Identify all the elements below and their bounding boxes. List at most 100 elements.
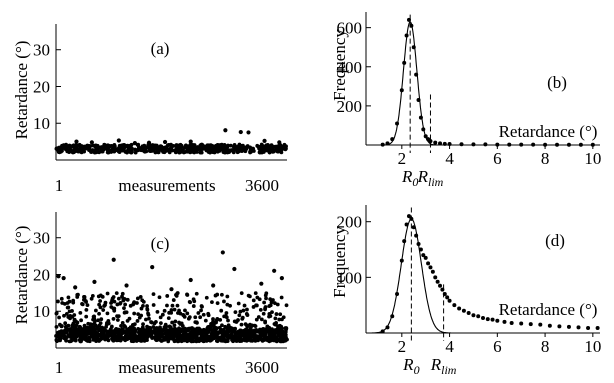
panel-a-point [142, 143, 147, 148]
panel-c-point [241, 308, 246, 313]
panel-a-point [128, 143, 132, 148]
panel-c-point [141, 322, 145, 327]
panel-c-point [181, 313, 186, 318]
panel-c-point [157, 327, 162, 332]
panel-a-point [199, 150, 204, 155]
panel-c-point [185, 292, 189, 297]
panel-c-x-tick-first: 1 [55, 358, 64, 377]
panel-d-histogram-point [418, 247, 423, 252]
panel-c-point [245, 313, 250, 317]
panel-c-point [145, 304, 149, 308]
panel-d-x-tick-label: 8 [541, 337, 550, 356]
panel-c-point [73, 337, 78, 342]
panel-c-point [263, 332, 268, 336]
panel-a-point [144, 149, 149, 154]
panel-b-y-axis-label: Frequency [330, 29, 349, 101]
panel-a-point [171, 143, 176, 148]
panel-b-histogram-point [428, 139, 433, 144]
panel-c-point [251, 298, 256, 303]
panel-c-point [82, 323, 87, 328]
panel-a-point [272, 145, 277, 149]
panel-a-point [115, 147, 120, 152]
panel-c-point [160, 312, 165, 317]
panel-a-point [139, 148, 144, 153]
panel-c-point [96, 325, 100, 330]
panel-c-point [252, 337, 257, 342]
panel-c-point [187, 338, 192, 343]
panel-c-point [202, 335, 207, 339]
panel-c-point [239, 322, 244, 327]
panel-a-point [266, 144, 270, 149]
panel-b-histogram-point [433, 140, 438, 145]
panel-c-point [181, 327, 185, 332]
panel-c-point [195, 336, 200, 341]
panel-c-point [237, 313, 242, 318]
panel-c-point [218, 317, 223, 322]
panel-c-point [100, 334, 104, 339]
panel-c-point [148, 333, 153, 338]
panel-a-outlier-point [246, 130, 251, 135]
panel-d-marker-label-sub: 0 [414, 363, 420, 377]
panel-c-point [93, 319, 97, 324]
panel-a-point [87, 146, 91, 150]
panel-c-point [277, 317, 282, 322]
panel-c-point [224, 311, 229, 315]
panel-c-point [254, 317, 259, 322]
panel-c-point [158, 315, 163, 320]
panel-c-point [278, 327, 283, 331]
panel-c-point [56, 299, 60, 304]
panel-c-point [191, 304, 196, 308]
panel-d-histogram-point [395, 292, 400, 297]
panel-c-point [93, 334, 98, 339]
panel-a-point [91, 143, 96, 148]
panel-c-point [172, 327, 176, 332]
panel-d-histogram-point [406, 214, 411, 219]
panel-a-point [283, 147, 288, 152]
panel-c-point [111, 317, 116, 321]
panel-d-histogram-point [428, 265, 433, 270]
panel-c-point [191, 297, 196, 302]
panel-d-histogram-point [390, 314, 395, 319]
panel-c-outlier-point [279, 276, 284, 281]
panel-d-histogram-point [433, 275, 438, 280]
panel-d-label: (d) [545, 231, 565, 250]
panel-a-point [83, 145, 88, 150]
panel-a-point [147, 147, 152, 152]
panel-c-point [280, 330, 284, 335]
panel-c-point [107, 330, 112, 335]
panel-c-point [170, 320, 175, 325]
panel-d-marker-label: R0 [402, 355, 419, 377]
panel-b-marker-label: Rlim [417, 167, 444, 189]
panel-c-point [271, 330, 276, 335]
panel-b-histogram-point [411, 45, 416, 50]
panel-c-point [229, 326, 234, 331]
panel-c-outlier-point [61, 276, 66, 281]
panel-c-point [198, 315, 203, 320]
panel-a-outlier-point [188, 139, 193, 144]
panel-c-point [122, 306, 126, 311]
panel-c-point [102, 304, 106, 308]
panel-c-point [189, 334, 194, 339]
panel-b-y-tick-label: 600 [337, 19, 363, 38]
panel-c-point [215, 301, 220, 306]
panel-c-point [245, 307, 249, 312]
panel-c-point [210, 333, 215, 338]
panel-c-point [186, 316, 191, 321]
panel-c-point [265, 324, 270, 329]
panel-c-y-axis-label: Retardance (°) [12, 226, 31, 325]
panel-c-point [258, 307, 263, 312]
panel-c-label: (c) [151, 234, 170, 253]
panel-a-point [218, 143, 223, 147]
panel-c-point [156, 330, 161, 335]
panel-c-point [154, 326, 159, 331]
panel-c-point [195, 320, 199, 325]
panel-c-point [187, 299, 192, 304]
panel-c-point [57, 338, 62, 343]
panel-c-point [206, 330, 211, 334]
panel-b-x-tick-label: 8 [541, 149, 550, 168]
panel-a-point [58, 145, 63, 150]
panel-c-point [66, 305, 71, 310]
panel-d-histogram-point [519, 321, 524, 326]
panel-c-point [66, 295, 71, 300]
panel-a-point [128, 150, 133, 155]
